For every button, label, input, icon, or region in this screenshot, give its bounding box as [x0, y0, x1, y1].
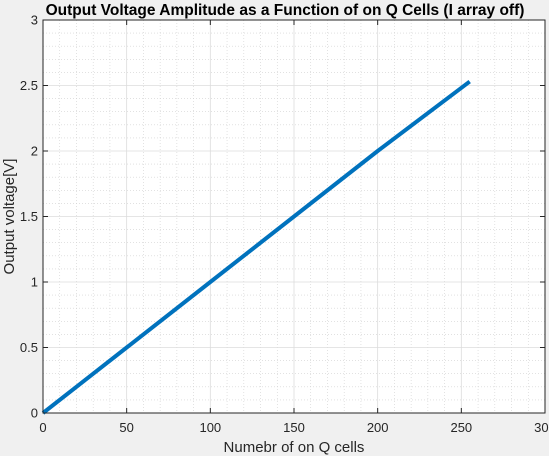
x-tick-label: 50	[119, 420, 133, 435]
x-tick-label: 0	[39, 420, 46, 435]
x-tick-label: 300	[534, 420, 549, 435]
y-tick-label: 2	[31, 144, 38, 159]
y-tick-label: 1.5	[20, 209, 38, 224]
x-axis-label: Numebr of on Q cells	[224, 439, 365, 456]
y-axis-label: Output voltage[V]	[1, 159, 18, 275]
series-layer	[41, 79, 471, 415]
x-tick-label: 100	[199, 420, 221, 435]
x-tick-label: 150	[283, 420, 305, 435]
y-tick-label: 2.5	[20, 78, 38, 93]
x-tick-label: 200	[367, 420, 389, 435]
y-tick-label: 1	[31, 275, 38, 290]
ticks-layer: 0 50 100 150 200 250 300 0 0.5 1 1.5 2 2.5 3	[20, 13, 549, 436]
y-tick-label: 0	[31, 406, 38, 421]
series-line-0	[41, 79, 471, 415]
y-tick-label: 0.5	[20, 340, 38, 355]
x-tick-label: 250	[450, 420, 472, 435]
y-tick-label: 3	[31, 13, 38, 28]
chart-title: Output Voltage Amplitude as a Function o…	[46, 2, 525, 19]
